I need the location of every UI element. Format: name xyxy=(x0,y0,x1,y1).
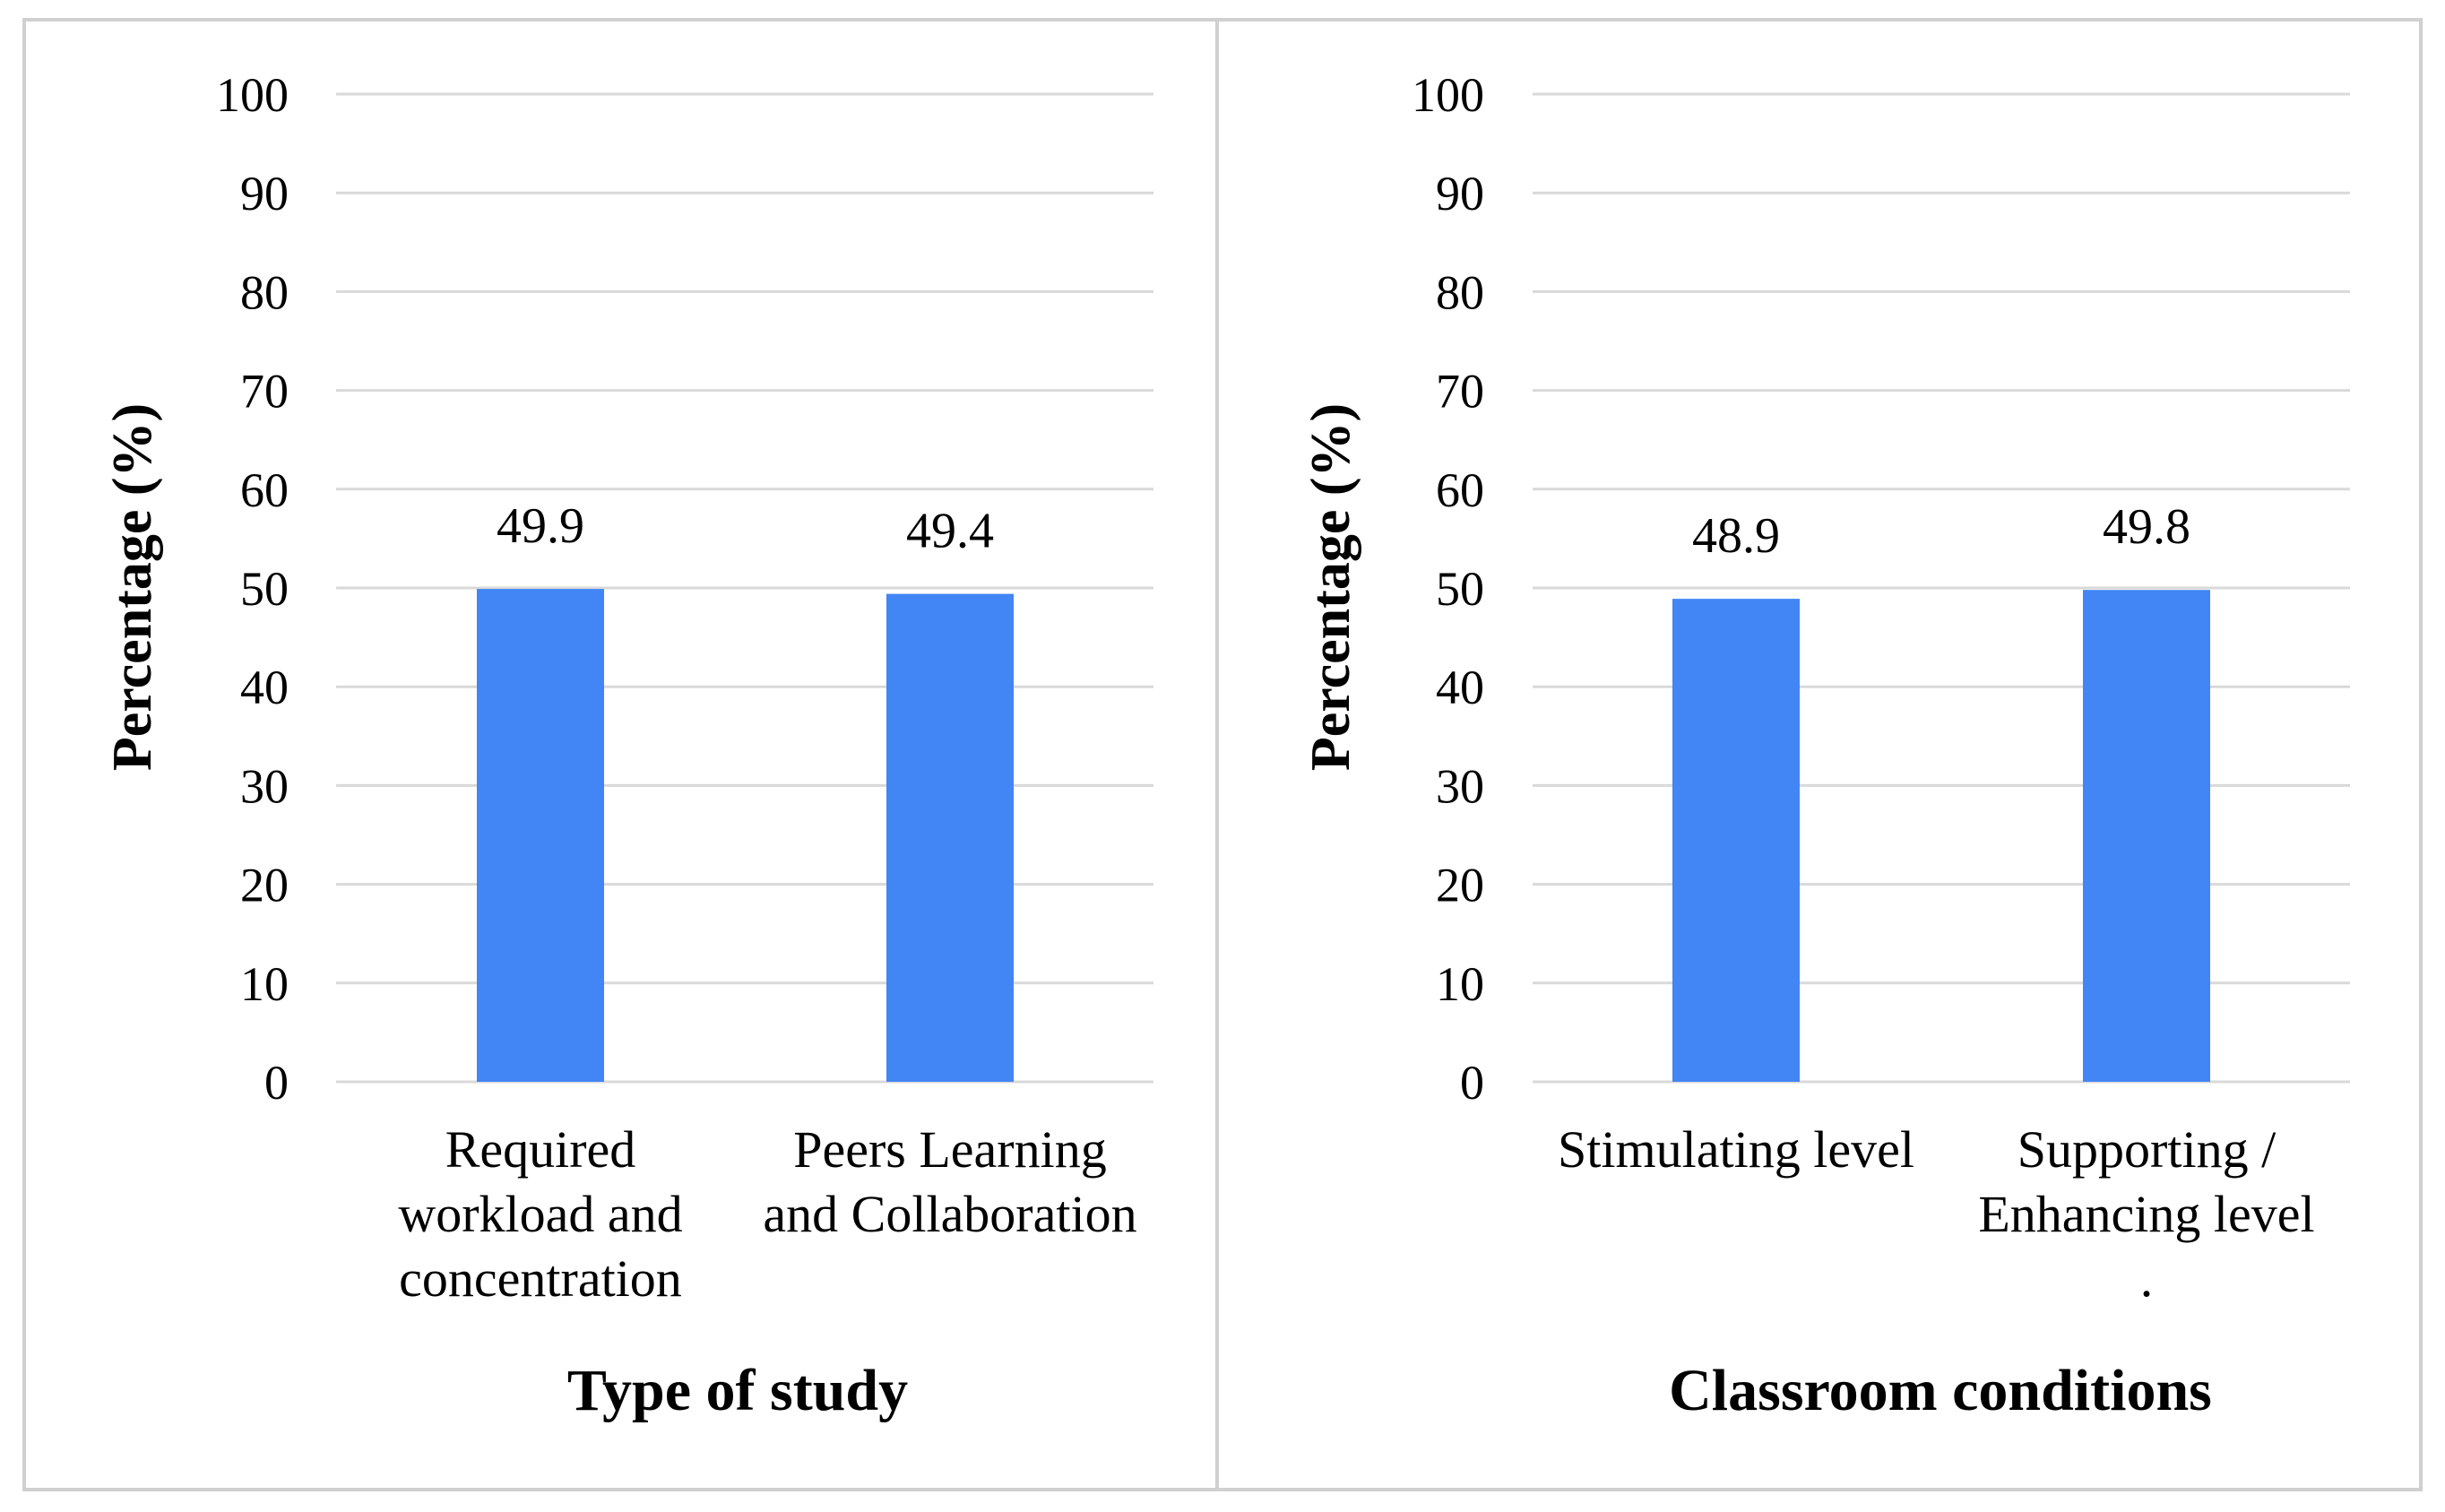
y-tick-label: 30 xyxy=(1436,759,1484,813)
y-tick-label: 30 xyxy=(240,759,289,813)
y-tick-label: 80 xyxy=(240,265,289,319)
chart-panel-classroom-conditions: 0 10 20 30 40 50 60 70 80 90 100 Percentage (%) 48.9… xyxy=(1215,18,2423,1491)
y-tick-label: 0 xyxy=(264,1056,289,1110)
panel-border xyxy=(1215,18,2423,1491)
data-label: 49.9 xyxy=(497,498,584,554)
y-tick-label: 70 xyxy=(240,365,289,419)
y-tick-label: 20 xyxy=(1436,859,1484,912)
y-tick-label: 50 xyxy=(1436,562,1484,616)
y-tick-label: 100 xyxy=(1412,68,1484,122)
x-axis-label: Type of study xyxy=(567,1358,908,1423)
y-axis-label: Percentage (%) xyxy=(1300,403,1361,771)
y-axis-label: Percentage (%) xyxy=(102,403,163,771)
bar xyxy=(477,589,604,1082)
y-tick-label: 70 xyxy=(1436,365,1484,419)
x-category-label: Peers Learning and Collaboration xyxy=(763,1120,1136,1243)
y-tick-label: 60 xyxy=(240,463,289,517)
x-category-label: Required workload and concentration xyxy=(398,1120,682,1308)
bar xyxy=(886,593,1014,1082)
x-axis-label: Classroom conditions xyxy=(1669,1358,2212,1423)
y-tick-label: 10 xyxy=(240,957,289,1011)
y-tick-label: 0 xyxy=(1460,1056,1484,1110)
y-tick-label: 60 xyxy=(1436,463,1484,517)
data-label: 49.4 xyxy=(906,504,994,559)
x-category-label: Stimulating level xyxy=(1558,1120,1914,1179)
y-tick-label: 80 xyxy=(1436,265,1484,319)
y-tick-label: 90 xyxy=(1436,167,1484,220)
data-label: 49.8 xyxy=(2103,499,2190,555)
data-label: 48.9 xyxy=(1692,508,1780,564)
x-category-label: Supporting / Enhancing level. xyxy=(1978,1120,2314,1308)
bar xyxy=(1672,599,1800,1082)
bar xyxy=(2083,590,2210,1082)
chart-panel-type-of-study: 0 10 20 30 40 50 60 70 80 90 100 Percentage (%) 49.9… xyxy=(22,18,1219,1491)
y-tick-label: 40 xyxy=(240,661,289,714)
y-tick-label: 100 xyxy=(216,68,289,122)
y-tick-label: 20 xyxy=(240,859,289,912)
y-tick-label: 10 xyxy=(1436,957,1484,1011)
y-tick-label: 50 xyxy=(240,562,289,616)
y-tick-label: 40 xyxy=(1436,661,1484,714)
y-tick-label: 90 xyxy=(240,167,289,220)
